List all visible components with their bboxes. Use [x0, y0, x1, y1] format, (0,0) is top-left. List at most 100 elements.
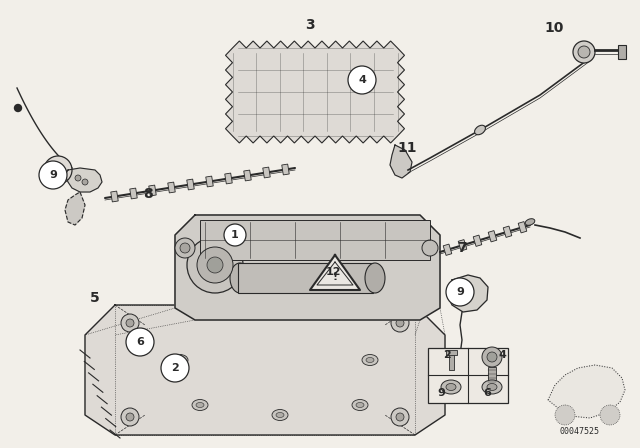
Bar: [111, 191, 118, 202]
Bar: [428, 348, 508, 403]
Ellipse shape: [475, 125, 485, 135]
Circle shape: [15, 104, 22, 112]
Circle shape: [396, 319, 404, 327]
Bar: [473, 235, 482, 246]
Polygon shape: [65, 192, 85, 225]
Circle shape: [187, 237, 243, 293]
Ellipse shape: [276, 413, 284, 418]
Circle shape: [224, 224, 246, 246]
Bar: [148, 185, 156, 196]
Bar: [263, 167, 270, 178]
Text: 9: 9: [437, 388, 445, 398]
Circle shape: [391, 408, 409, 426]
Ellipse shape: [573, 41, 595, 63]
Bar: [282, 164, 289, 175]
Bar: [458, 240, 467, 251]
Text: !: !: [332, 272, 337, 282]
Text: 9: 9: [49, 170, 57, 180]
Text: 9: 9: [456, 287, 464, 297]
Bar: [244, 170, 252, 181]
Text: 2: 2: [443, 350, 451, 360]
Circle shape: [180, 243, 190, 253]
Bar: [238, 263, 373, 293]
Circle shape: [555, 405, 575, 425]
Ellipse shape: [172, 354, 188, 366]
Bar: [503, 226, 512, 237]
Ellipse shape: [446, 383, 456, 391]
Circle shape: [600, 405, 620, 425]
Ellipse shape: [176, 358, 184, 362]
Polygon shape: [175, 215, 440, 320]
Ellipse shape: [578, 46, 590, 58]
Circle shape: [126, 413, 134, 421]
Circle shape: [44, 156, 72, 184]
Circle shape: [422, 240, 438, 256]
Text: 12: 12: [325, 267, 340, 277]
Circle shape: [457, 369, 465, 377]
Circle shape: [175, 238, 195, 258]
Ellipse shape: [192, 400, 208, 410]
Bar: [518, 222, 527, 233]
Circle shape: [487, 352, 497, 362]
Bar: [200, 220, 430, 260]
Text: 7: 7: [457, 241, 467, 255]
Text: 2: 2: [171, 363, 179, 373]
Ellipse shape: [441, 380, 461, 394]
Polygon shape: [310, 255, 360, 290]
Circle shape: [482, 347, 502, 367]
Ellipse shape: [196, 402, 204, 408]
Circle shape: [396, 413, 404, 421]
Ellipse shape: [365, 263, 385, 293]
Text: 3: 3: [305, 18, 315, 32]
Circle shape: [121, 408, 139, 426]
Ellipse shape: [356, 402, 364, 408]
Polygon shape: [65, 168, 102, 192]
Circle shape: [75, 175, 81, 181]
Circle shape: [39, 161, 67, 189]
Circle shape: [126, 328, 154, 356]
Polygon shape: [447, 275, 488, 312]
Bar: [446, 350, 457, 355]
Text: 1: 1: [231, 230, 239, 240]
Bar: [618, 45, 626, 59]
Bar: [130, 188, 137, 199]
Bar: [449, 352, 454, 370]
Polygon shape: [85, 305, 445, 435]
Bar: [488, 231, 497, 242]
Ellipse shape: [487, 383, 497, 391]
Ellipse shape: [525, 219, 535, 225]
Text: 6: 6: [136, 337, 144, 347]
Text: 11: 11: [397, 141, 417, 155]
Polygon shape: [225, 41, 404, 143]
Text: 10: 10: [544, 21, 564, 35]
Text: 6: 6: [483, 388, 491, 398]
Ellipse shape: [366, 358, 374, 362]
Text: 00047525: 00047525: [560, 427, 600, 436]
Circle shape: [446, 278, 474, 306]
Circle shape: [348, 66, 376, 94]
Circle shape: [197, 247, 233, 283]
Bar: [225, 173, 232, 184]
Circle shape: [82, 179, 88, 185]
Text: 4: 4: [358, 75, 366, 85]
Ellipse shape: [362, 354, 378, 366]
Ellipse shape: [482, 380, 502, 394]
Bar: [205, 176, 213, 187]
Ellipse shape: [352, 400, 368, 410]
Circle shape: [161, 354, 189, 382]
Circle shape: [126, 319, 134, 327]
Circle shape: [207, 257, 223, 273]
Bar: [168, 182, 175, 193]
Text: 5: 5: [90, 291, 100, 305]
Bar: [488, 367, 496, 389]
Polygon shape: [390, 145, 412, 178]
Bar: [187, 179, 195, 190]
Circle shape: [121, 314, 139, 332]
Ellipse shape: [272, 409, 288, 421]
Text: 8: 8: [143, 187, 153, 201]
Bar: [443, 244, 452, 255]
Circle shape: [391, 314, 409, 332]
Text: 4: 4: [498, 350, 506, 360]
Ellipse shape: [230, 263, 250, 293]
Circle shape: [456, 284, 468, 296]
